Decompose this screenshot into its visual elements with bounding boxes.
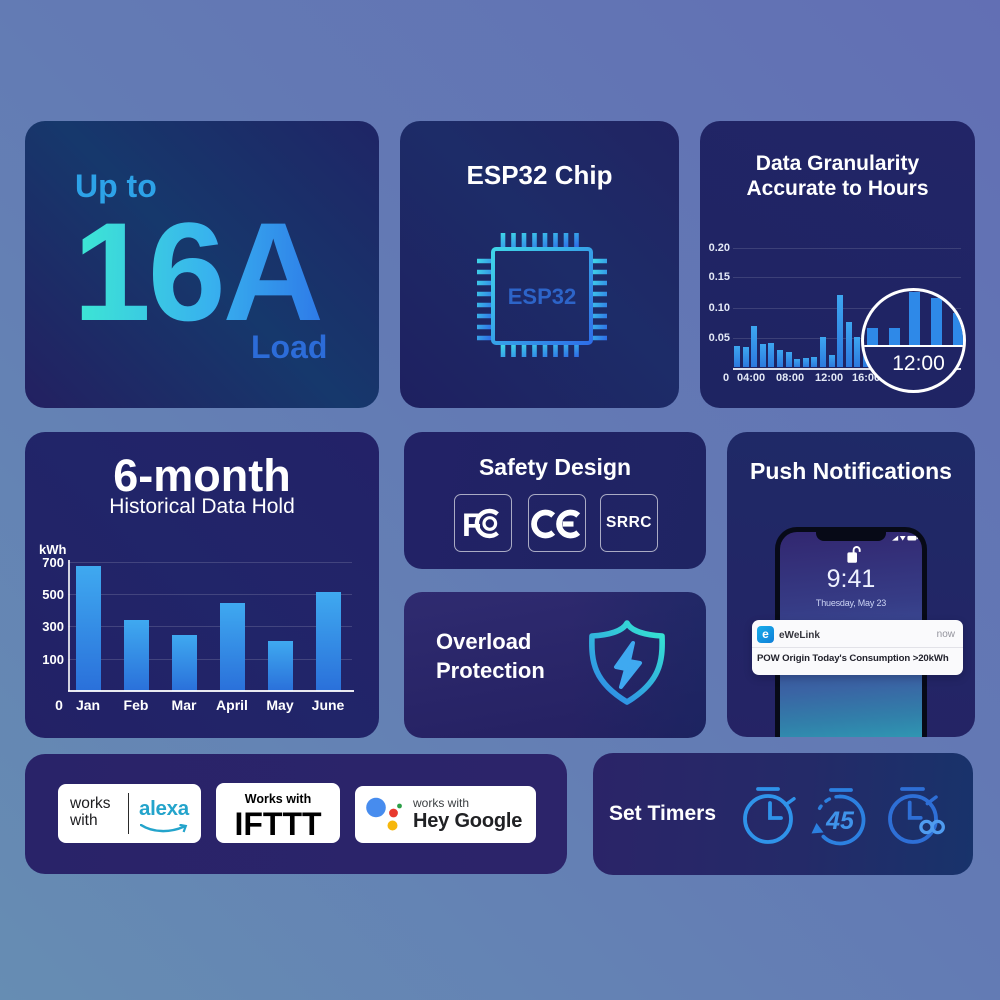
svg-text:ESP32: ESP32 — [508, 284, 577, 309]
svg-text:F: F — [462, 507, 482, 543]
svg-text:45: 45 — [825, 807, 855, 835]
